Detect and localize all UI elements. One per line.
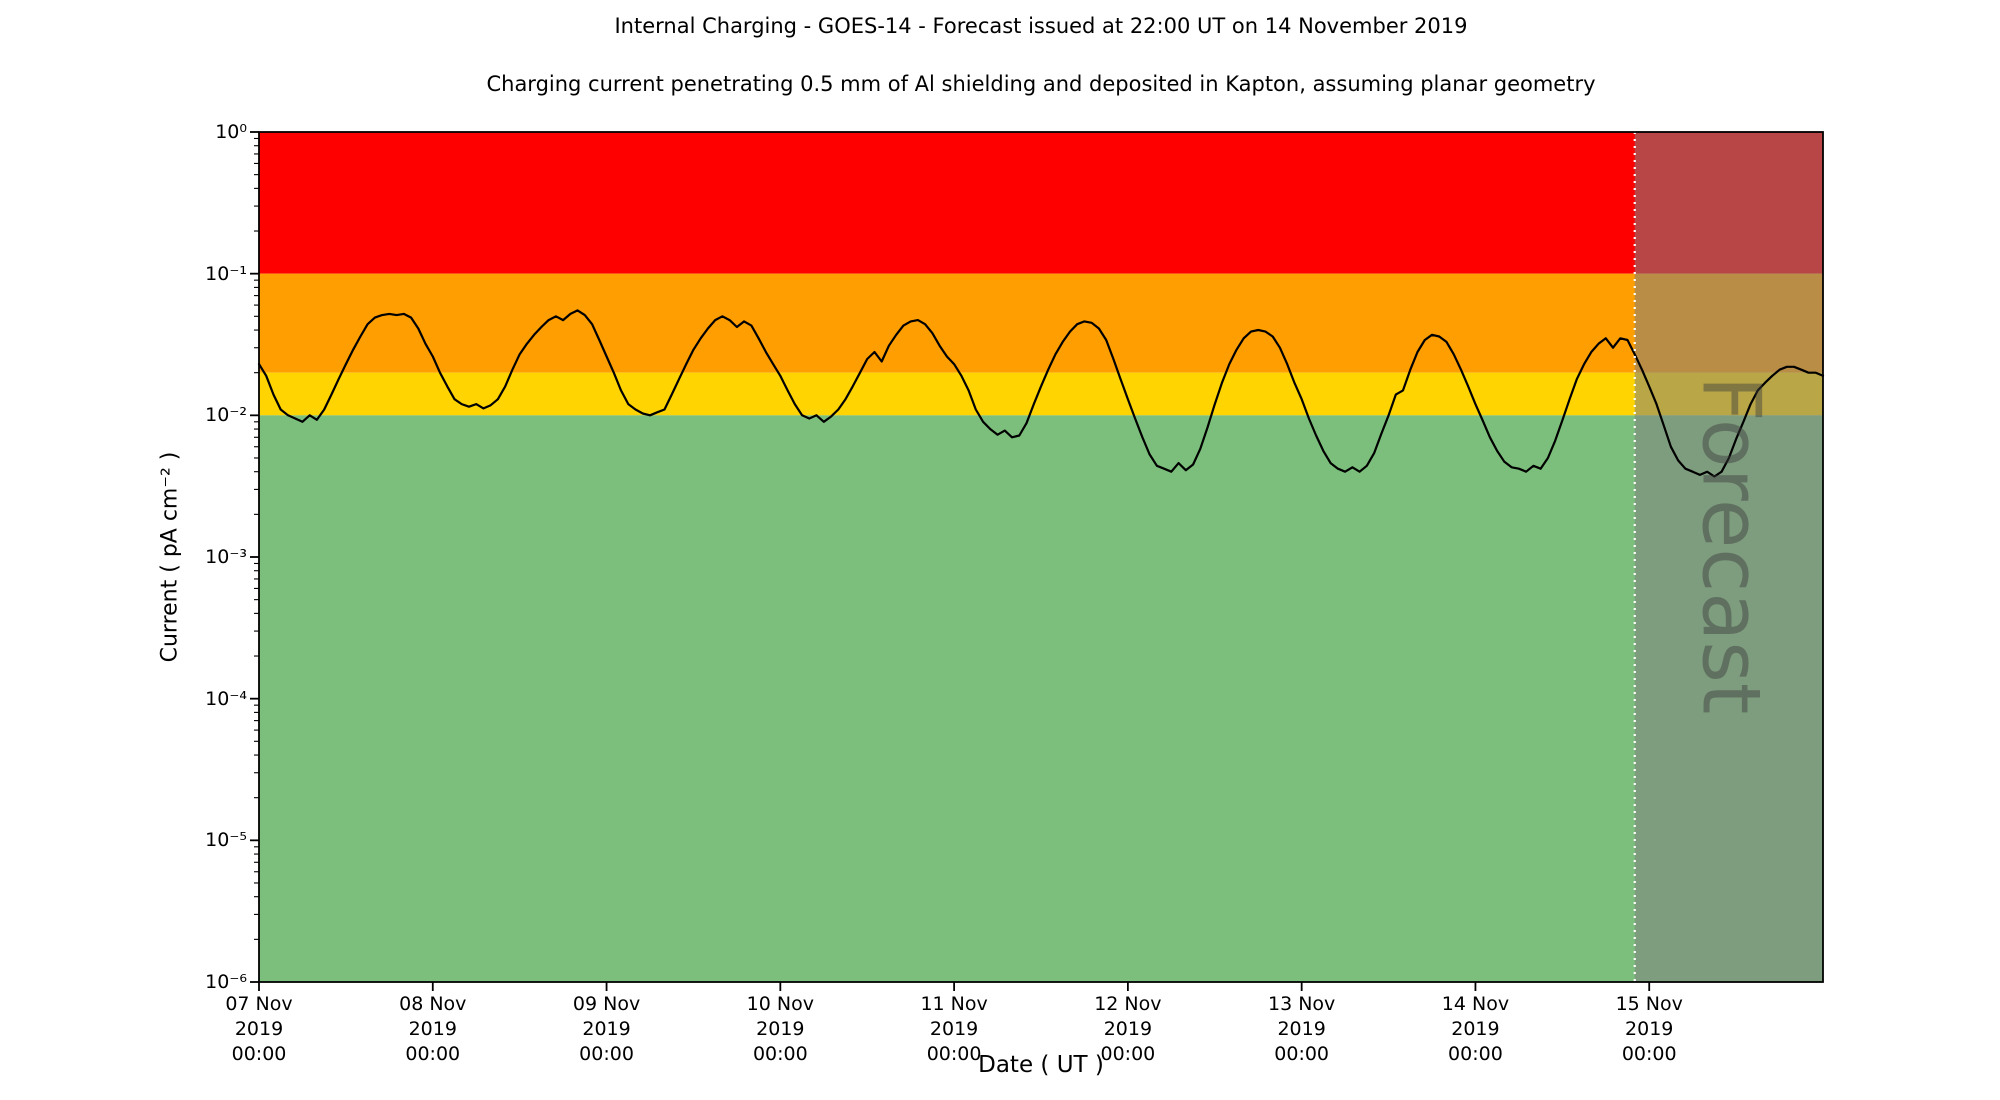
x-tick-label: 10 Nov 2019 00:00 bbox=[746, 993, 814, 1065]
y-tick-label: 10⁻⁵ bbox=[205, 829, 247, 852]
x-axis-label: Date ( UT ) bbox=[978, 1052, 1104, 1078]
x-tick-label: 08 Nov 2019 00:00 bbox=[399, 993, 467, 1065]
x-tick-label: 12 Nov 2019 00:00 bbox=[1094, 993, 1162, 1065]
x-tick-label: 15 Nov 2019 00:00 bbox=[1615, 993, 1683, 1065]
x-tick-label: 14 Nov 2019 00:00 bbox=[1441, 993, 1510, 1065]
chart-title: Internal Charging - GOES-14 - Forecast i… bbox=[614, 14, 1468, 38]
y-tick-label: 10⁻⁴ bbox=[205, 687, 247, 710]
threshold-band-green-safe bbox=[259, 415, 1823, 982]
threshold-band-yellow-alert bbox=[259, 372, 1823, 416]
y-tick-label: 10⁰ bbox=[215, 121, 247, 143]
x-tick-label: 07 Nov 2019 00:00 bbox=[225, 993, 293, 1065]
current-line bbox=[257, 309, 1825, 478]
threshold-band-red-alert bbox=[259, 132, 1823, 274]
y-tick-label: 10⁻⁶ bbox=[205, 971, 247, 993]
forecast-region bbox=[1634, 132, 1823, 982]
y-tick-label: 10⁻³ bbox=[205, 546, 247, 568]
chart-subtitle: Charging current penetrating 0.5 mm of A… bbox=[486, 72, 1596, 96]
forecast-watermark: Forecast bbox=[1684, 375, 1778, 715]
x-tick-label: 13 Nov 2019 00:00 bbox=[1268, 993, 1336, 1065]
x-tick-label: 09 Nov 2019 00:00 bbox=[572, 993, 641, 1065]
x-tick-label: 11 Nov 2019 00:00 bbox=[920, 993, 988, 1065]
y-tick-label: 10⁻² bbox=[205, 404, 247, 427]
y-tick-label: 10⁻¹ bbox=[205, 262, 247, 285]
